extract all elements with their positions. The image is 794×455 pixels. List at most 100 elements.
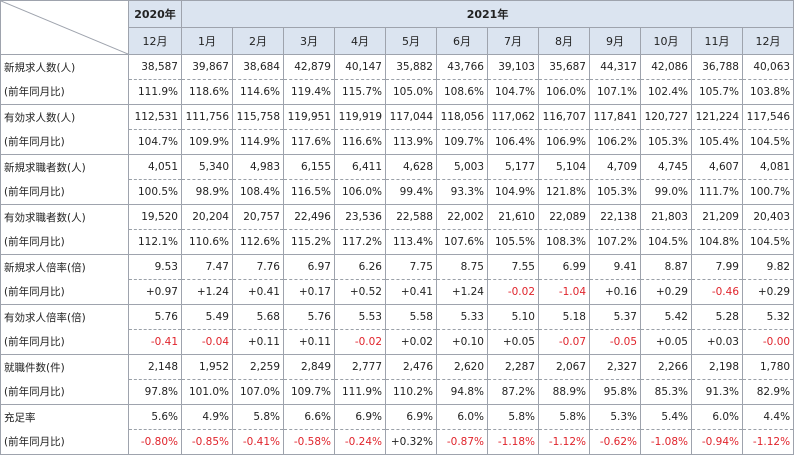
yoy-value: 85.3% <box>640 379 692 405</box>
yoy-value: -0.58% <box>283 429 335 455</box>
yoy-value: 104.9% <box>487 179 539 205</box>
metric-value: 6.0% <box>691 404 743 430</box>
yoy-value: +1.24 <box>181 279 233 305</box>
metric-value: 38,684 <box>232 54 284 80</box>
yoy-row: (前年同月比) 112.1% 110.6% 112.6% 115.2% 117.2% 113… <box>0 229 794 255</box>
metric-value: 2,327 <box>589 354 641 380</box>
yoy-value: -0.41 <box>128 329 182 355</box>
metric-row: 有効求人倍率(倍) 5.76 5.49 5.68 5.76 5.53 5.58 5.33 5.1… <box>0 304 794 330</box>
yoy-value: 121.8% <box>538 179 590 205</box>
metric-value: 2,148 <box>128 354 182 380</box>
metric-value: 20,403 <box>741 204 794 230</box>
yoy-value: 118.6% <box>181 79 233 105</box>
metric-value: 5.58 <box>385 304 437 330</box>
yoy-value: 87.2% <box>487 379 539 405</box>
metric-value: 117,546 <box>741 104 794 130</box>
yoy-value: -0.62% <box>589 429 641 455</box>
yoy-value: 108.6% <box>436 79 488 105</box>
year-header-row: 2020年 2021年 <box>0 0 794 55</box>
yoy-value: 111.9% <box>334 379 386 405</box>
metric-value: 4.4% <box>741 404 794 430</box>
metric-value: 4.9% <box>181 404 233 430</box>
metric-value: 5,177 <box>487 154 539 180</box>
metric-value: 7.75 <box>385 254 437 280</box>
metric-value: 7.47 <box>181 254 233 280</box>
yoy-value: 88.9% <box>538 379 590 405</box>
yoy-value: -0.02 <box>334 329 386 355</box>
month-header: 3月 <box>283 27 335 55</box>
yoy-value: 98.9% <box>181 179 233 205</box>
yoy-value: 107.1% <box>589 79 641 105</box>
yoy-value: 105.3% <box>589 179 641 205</box>
metric-value: 2,476 <box>385 354 437 380</box>
metric-value: 115,758 <box>232 104 284 130</box>
yoy-value: -0.00 <box>741 329 794 355</box>
yoy-value: +0.29 <box>741 279 794 305</box>
metric-value: 20,204 <box>181 204 233 230</box>
metric-value: 39,867 <box>181 54 233 80</box>
metric-value: 2,849 <box>283 354 335 380</box>
month-header: 2月 <box>232 27 284 55</box>
metric-value: 2,287 <box>487 354 539 380</box>
metric-value: 5.76 <box>128 304 182 330</box>
year-2021-header: 2021年 <box>180 0 794 28</box>
yoy-value: +0.02 <box>385 329 437 355</box>
metric-value: 5.76 <box>283 304 335 330</box>
metric-value: 5.8% <box>232 404 284 430</box>
metric-row: 有効求職者数(人) 19,520 20,204 20,757 22,496 23,536 2… <box>0 204 794 230</box>
month-header: 6月 <box>436 27 488 55</box>
yoy-value: 108.4% <box>232 179 284 205</box>
year-2020-header: 2020年 <box>128 0 182 28</box>
yoy-value: -0.07 <box>538 329 590 355</box>
metric-value: 111,756 <box>181 104 233 130</box>
yoy-value: 117.6% <box>283 129 335 155</box>
yoy-value: 91.3% <box>691 379 743 405</box>
metric-row: 充足率 5.6% 4.9% 5.8% 6.6% 6.9% 6.9% 6.0% 5.8% 5.8% 5… <box>0 404 794 430</box>
metric-value: 40,063 <box>741 54 794 80</box>
yoy-value: 107.6% <box>436 229 488 255</box>
metric-value: 44,317 <box>589 54 641 80</box>
month-header: 10月 <box>640 27 692 55</box>
metric-value: 9.41 <box>589 254 641 280</box>
yoy-value: 104.7% <box>487 79 539 105</box>
metric-label: 新規求職者数(人) <box>0 154 129 180</box>
metric-value: 5,003 <box>436 154 488 180</box>
yoy-value: 113.4% <box>385 229 437 255</box>
yoy-label: (前年同月比) <box>0 329 129 355</box>
metric-value: 8.87 <box>640 254 692 280</box>
metric-value: 5.37 <box>589 304 641 330</box>
month-header: 8月 <box>538 27 590 55</box>
yoy-value: 112.1% <box>128 229 182 255</box>
metric-label: 有効求人数(人) <box>0 104 129 130</box>
yoy-value: +0.97 <box>128 279 182 305</box>
table-body: 新規求人数(人) 38,587 39,867 38,684 42,879 40,147 35… <box>0 54 794 455</box>
yoy-value: +0.05 <box>487 329 539 355</box>
metric-value: 4,709 <box>589 154 641 180</box>
yoy-label: (前年同月比) <box>0 379 129 405</box>
yoy-value: 110.2% <box>385 379 437 405</box>
metric-value: 21,209 <box>691 204 743 230</box>
metric-value: 121,224 <box>691 104 743 130</box>
yoy-value: +0.17 <box>283 279 335 305</box>
yoy-value: +0.16 <box>589 279 641 305</box>
metric-value: 5.3% <box>589 404 641 430</box>
metric-value: 5.42 <box>640 304 692 330</box>
yoy-value: 105.0% <box>385 79 437 105</box>
metric-value: 7.55 <box>487 254 539 280</box>
metric-value: 5.18 <box>538 304 590 330</box>
metric-row: 就職件数(件) 2,148 1,952 2,259 2,849 2,777 2,476 2,6… <box>0 354 794 380</box>
yoy-value: +0.32% <box>385 429 437 455</box>
metric-value: 6.26 <box>334 254 386 280</box>
yoy-value: 115.7% <box>334 79 386 105</box>
yoy-value: 108.3% <box>538 229 590 255</box>
metric-value: 2,266 <box>640 354 692 380</box>
metric-value: 6,155 <box>283 154 335 180</box>
yoy-value: 106.4% <box>487 129 539 155</box>
yoy-value: 105.4% <box>691 129 743 155</box>
metric-value: 22,138 <box>589 204 641 230</box>
metric-value: 5.68 <box>232 304 284 330</box>
metric-value: 4,745 <box>640 154 692 180</box>
metric-value: 20,757 <box>232 204 284 230</box>
yoy-value: 116.6% <box>334 129 386 155</box>
yoy-value: +0.41 <box>385 279 437 305</box>
